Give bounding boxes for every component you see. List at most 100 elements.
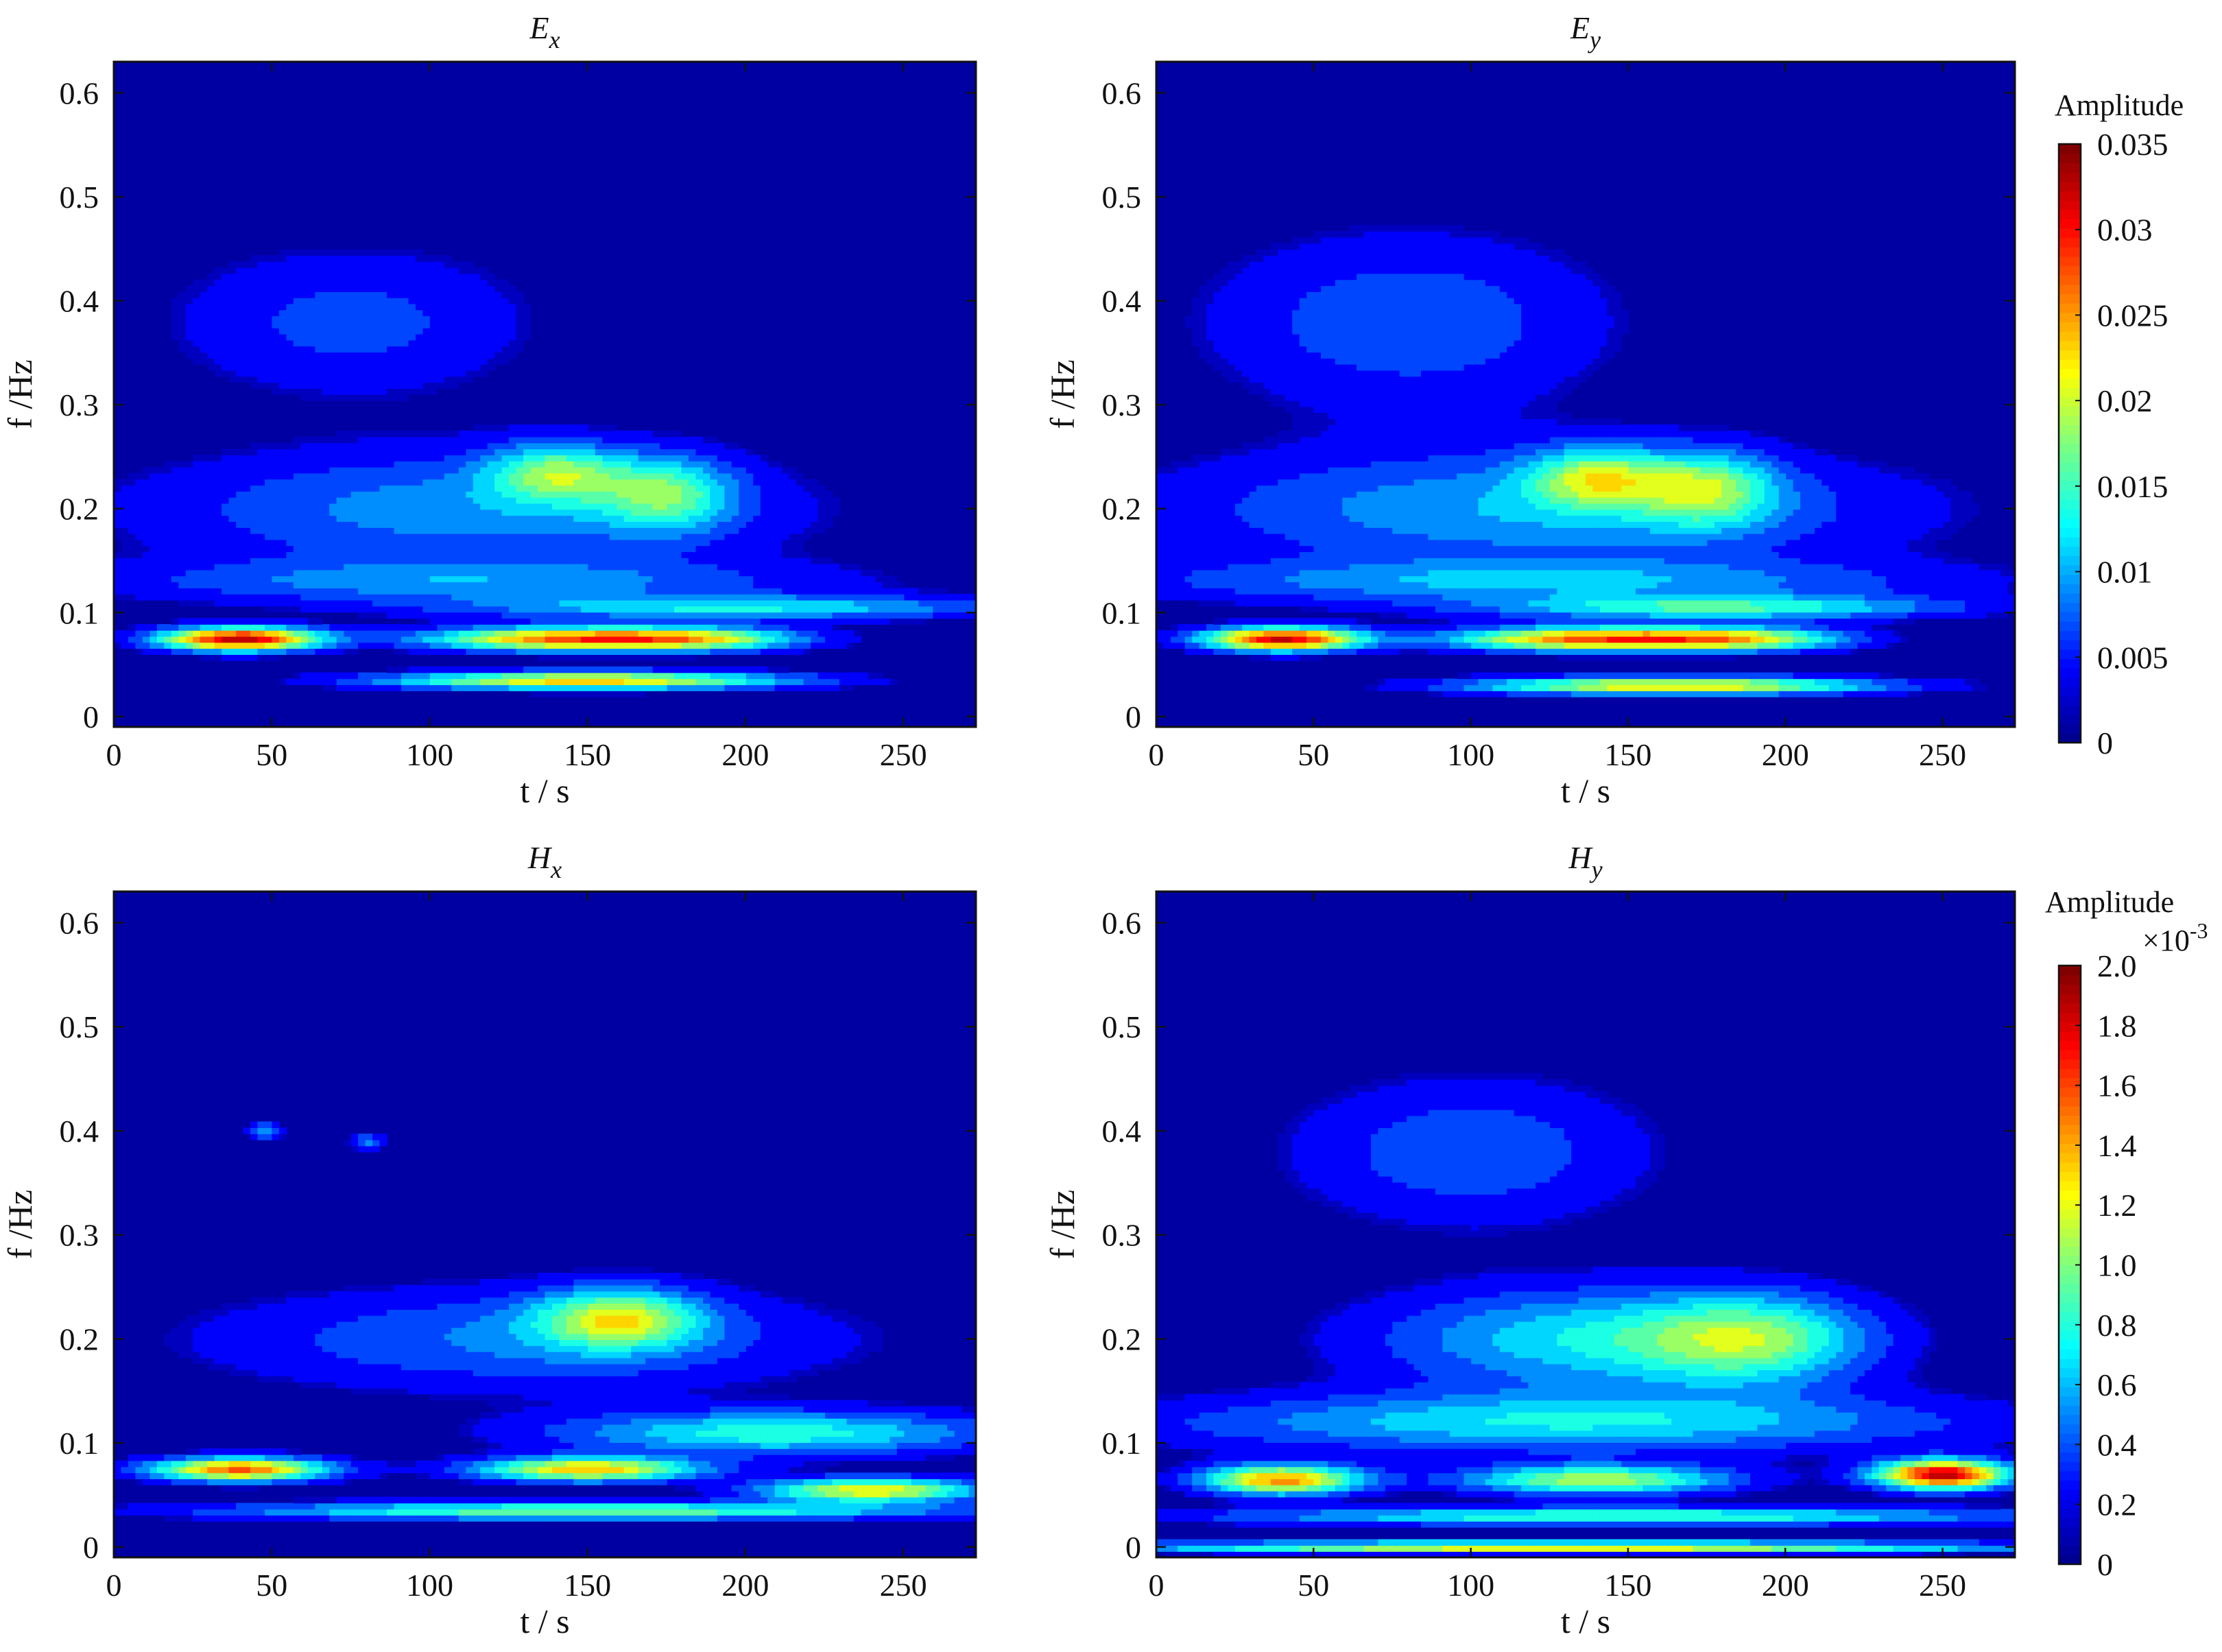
amplitude-cell bbox=[1156, 466, 1164, 474]
amplitude-cell bbox=[416, 527, 424, 534]
amplitude-cell bbox=[566, 424, 575, 431]
amplitude-cell bbox=[796, 618, 804, 625]
amplitude-cell bbox=[480, 563, 488, 571]
amplitude-cell bbox=[710, 666, 718, 673]
amplitude-cell bbox=[365, 624, 373, 631]
amplitude-cell bbox=[538, 599, 546, 607]
amplitude-cell bbox=[523, 315, 531, 322]
amplitude-cell bbox=[193, 545, 201, 553]
amplitude-cell bbox=[609, 461, 618, 468]
amplitude-cell bbox=[307, 249, 316, 256]
amplitude-cell bbox=[753, 503, 761, 510]
amplitude-cell bbox=[272, 388, 280, 395]
amplitude-cell bbox=[207, 346, 215, 353]
amplitude-cell bbox=[336, 533, 344, 540]
amplitude-cell bbox=[753, 569, 761, 577]
amplitude-cell bbox=[811, 527, 819, 534]
amplitude-cell bbox=[717, 599, 726, 607]
amplitude-cell bbox=[336, 545, 344, 553]
amplitude-cell bbox=[717, 515, 726, 522]
amplitude-cell bbox=[278, 333, 287, 341]
amplitude-cell bbox=[286, 678, 294, 686]
amplitude-cell bbox=[358, 684, 366, 691]
amplitude-cell bbox=[487, 521, 495, 528]
amplitude-cell bbox=[387, 539, 395, 547]
amplitude-cell bbox=[767, 527, 776, 534]
amplitude-cell bbox=[480, 339, 488, 347]
amplitude-cell bbox=[559, 491, 567, 498]
amplitude-cell bbox=[523, 606, 531, 613]
amplitude-cell bbox=[372, 430, 381, 438]
amplitude-cell bbox=[703, 436, 711, 444]
amplitude-cell bbox=[408, 297, 416, 304]
amplitude-cell bbox=[372, 558, 381, 564]
amplitude-cell bbox=[652, 515, 660, 522]
amplitude-cell bbox=[466, 333, 474, 341]
amplitude-cell bbox=[365, 491, 373, 498]
amplitude-cell bbox=[623, 618, 632, 625]
amplitude-cell bbox=[710, 582, 718, 588]
amplitude-cell bbox=[480, 267, 488, 274]
amplitude-cell bbox=[372, 339, 381, 347]
amplitude-cell bbox=[458, 466, 467, 474]
amplitude-cell bbox=[660, 533, 668, 540]
amplitude-cell bbox=[365, 382, 373, 389]
amplitude-cell bbox=[853, 594, 862, 601]
amplitude-cell bbox=[387, 630, 395, 637]
amplitude-cell bbox=[652, 539, 660, 547]
amplitude-cell bbox=[222, 455, 230, 462]
amplitude-cell bbox=[200, 509, 208, 516]
amplitude-cell bbox=[243, 533, 251, 540]
amplitude-cell bbox=[638, 666, 646, 673]
amplitude-cell bbox=[222, 466, 230, 474]
amplitude-cell bbox=[703, 630, 711, 637]
amplitude-cell bbox=[667, 599, 675, 607]
amplitude-cell bbox=[408, 455, 416, 462]
amplitude-cell bbox=[272, 297, 280, 304]
amplitude-cell bbox=[724, 442, 732, 450]
amplitude-cell bbox=[789, 466, 797, 474]
amplitude-cell bbox=[416, 479, 424, 486]
x-tick-label: 100 bbox=[406, 737, 453, 772]
amplitude-cell bbox=[243, 328, 251, 335]
amplitude-cell bbox=[207, 575, 215, 583]
amplitude-cell bbox=[681, 606, 689, 613]
amplitude-cell bbox=[365, 455, 373, 462]
amplitude-cell bbox=[437, 624, 445, 631]
amplitude-cell bbox=[731, 442, 740, 450]
amplitude-cell bbox=[379, 394, 387, 401]
amplitude-cell bbox=[236, 363, 244, 371]
amplitude-cell bbox=[566, 527, 575, 534]
amplitude-cell bbox=[387, 588, 395, 595]
amplitude-cell bbox=[243, 358, 251, 365]
amplitude-cell bbox=[918, 606, 927, 613]
amplitude-cell bbox=[164, 533, 172, 540]
amplitude-cell bbox=[667, 509, 675, 516]
amplitude-cell bbox=[811, 630, 819, 637]
amplitude-cell bbox=[695, 684, 704, 691]
amplitude-cell bbox=[307, 309, 316, 317]
amplitude-cell bbox=[350, 479, 359, 486]
amplitude-cell bbox=[545, 533, 553, 540]
amplitude-cell bbox=[480, 599, 488, 607]
amplitude-cell bbox=[372, 261, 381, 268]
amplitude-cell bbox=[372, 455, 381, 462]
amplitude-cell bbox=[623, 479, 632, 486]
amplitude-cell bbox=[681, 599, 689, 607]
amplitude-cell bbox=[480, 333, 488, 341]
amplitude-cell bbox=[429, 461, 438, 468]
amplitude-cell bbox=[617, 691, 625, 697]
amplitude-cell bbox=[846, 588, 855, 595]
amplitude-cell bbox=[307, 599, 316, 607]
amplitude-cell bbox=[315, 503, 323, 510]
amplitude-cell bbox=[609, 448, 618, 455]
amplitude-cell bbox=[789, 551, 797, 558]
amplitude-cell bbox=[200, 346, 208, 353]
amplitude-cell bbox=[236, 472, 244, 480]
amplitude-cell bbox=[444, 479, 453, 486]
amplitude-cell bbox=[394, 509, 402, 516]
amplitude-cell bbox=[645, 684, 654, 691]
amplitude-cell bbox=[609, 594, 618, 601]
amplitude-cell bbox=[408, 684, 416, 691]
amplitude-cell bbox=[451, 551, 459, 558]
